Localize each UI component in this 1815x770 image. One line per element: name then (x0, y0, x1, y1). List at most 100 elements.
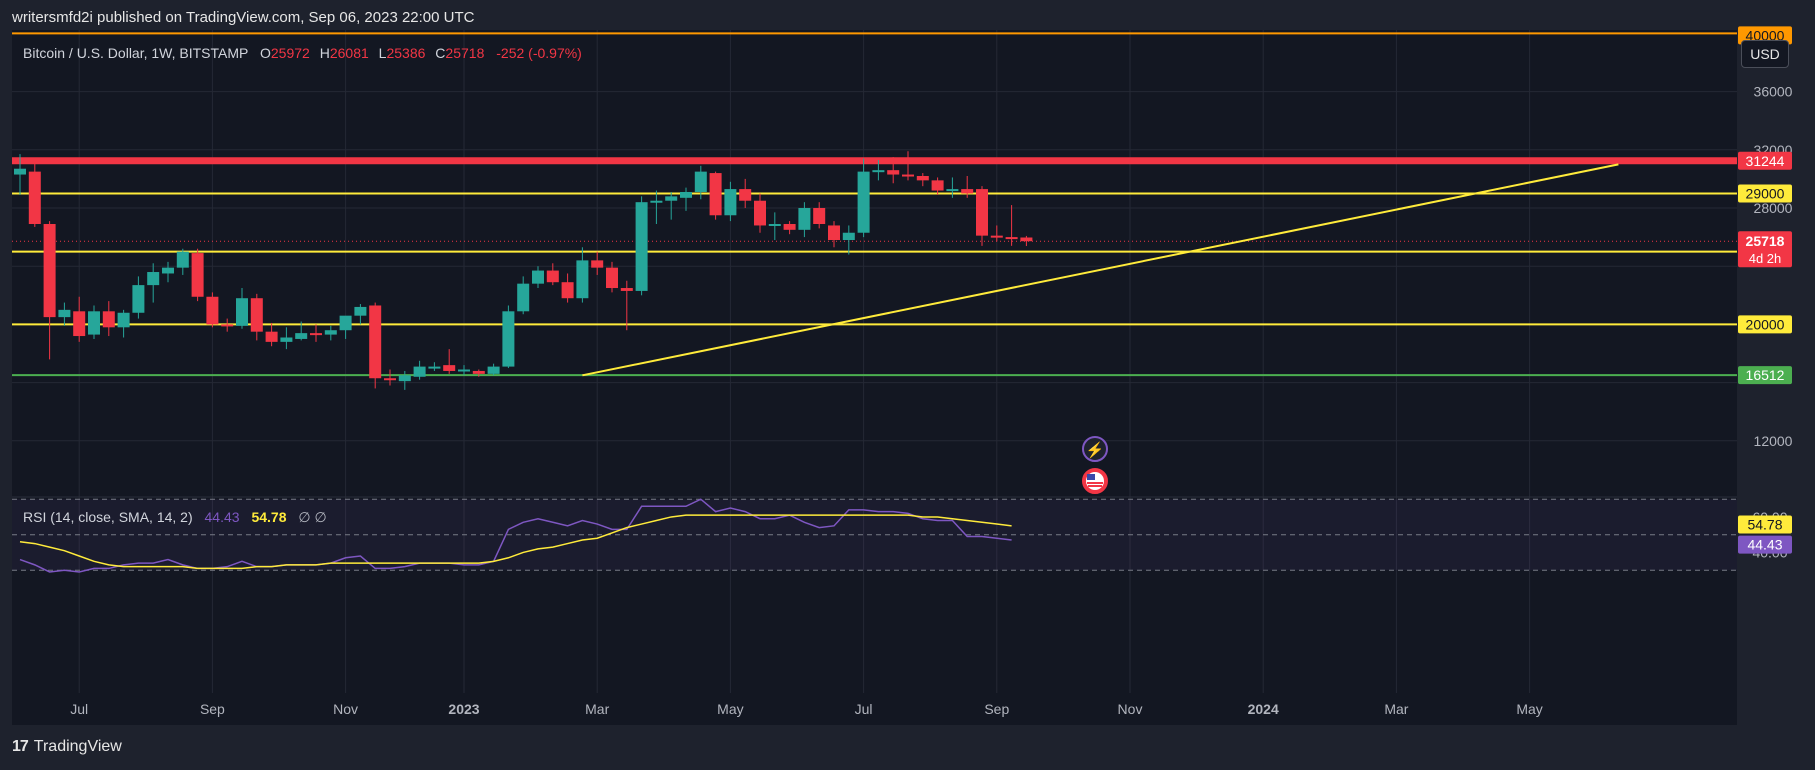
candle[interactable] (369, 302, 382, 389)
time-tick-label: Nov (333, 701, 358, 717)
candle[interactable] (1020, 235, 1033, 247)
tradingview-logo[interactable]: 17 TradingView (12, 738, 122, 756)
candle[interactable] (398, 370, 411, 390)
candle[interactable] (43, 221, 56, 360)
candle[interactable] (872, 159, 885, 181)
candle[interactable] (857, 158, 870, 238)
candle[interactable] (576, 247, 589, 303)
candle-body (14, 168, 26, 175)
candle[interactable] (487, 363, 500, 376)
candle[interactable] (428, 362, 441, 371)
level-price-tag[interactable]: 40000 (1738, 26, 1792, 45)
candle[interactable] (813, 202, 826, 229)
candle[interactable] (458, 365, 470, 376)
candle[interactable] (931, 177, 944, 195)
candle-body (946, 189, 959, 192)
candle[interactable] (532, 266, 544, 289)
candle[interactable] (620, 280, 633, 331)
candle[interactable] (990, 225, 1003, 242)
candle[interactable] (14, 154, 26, 195)
candle[interactable] (102, 301, 115, 337)
candle-body (961, 189, 974, 194)
candle-body (117, 312, 130, 328)
candle[interactable] (339, 315, 352, 339)
candle[interactable] (828, 221, 840, 248)
change-value: -252 (-0.97%) (496, 45, 582, 61)
candle[interactable] (650, 190, 663, 225)
level-price-tag[interactable]: 16512 (1738, 366, 1792, 385)
candle[interactable] (117, 309, 130, 338)
candle[interactable] (739, 178, 752, 208)
candle[interactable] (724, 181, 737, 222)
candle[interactable] (783, 221, 796, 235)
candle[interactable] (887, 157, 900, 184)
candle[interactable] (206, 292, 219, 328)
candle-body (739, 189, 752, 201)
rsi-ma-value-tag[interactable]: 54.78 (1738, 515, 1792, 534)
close-label: C (435, 45, 445, 61)
last-price-tag[interactable]: 25718 4d 2h (1738, 231, 1792, 268)
candle[interactable] (280, 327, 293, 350)
us-flag-event-icon[interactable] (1082, 468, 1108, 494)
trendline[interactable] (582, 163, 1619, 377)
candle[interactable] (754, 193, 766, 233)
candle[interactable] (265, 322, 278, 347)
candle[interactable] (916, 173, 929, 187)
candle[interactable] (976, 186, 988, 246)
candle[interactable] (798, 202, 811, 238)
candle[interactable] (561, 273, 574, 303)
candle[interactable] (443, 349, 456, 374)
candle[interactable] (58, 302, 71, 326)
candle[interactable] (517, 276, 530, 315)
candle[interactable] (28, 159, 41, 227)
candle[interactable] (606, 261, 618, 293)
candle[interactable] (546, 263, 559, 286)
candle[interactable] (768, 212, 781, 241)
level-price-tag[interactable]: 31244 (1738, 151, 1792, 170)
last-price-value: 25718 (1746, 233, 1785, 249)
candle[interactable] (842, 225, 855, 255)
time-axis[interactable]: Jul Sep Nov 2023 Mar May Jul Sep Nov 2024 Mar May (70, 701, 1543, 717)
candle[interactable] (354, 304, 367, 325)
candle-body (532, 270, 544, 284)
candle[interactable] (295, 321, 308, 341)
candles[interactable] (14, 151, 1033, 390)
candle[interactable] (946, 177, 959, 198)
candle-body (280, 337, 293, 342)
candle[interactable] (1005, 205, 1018, 246)
rsi-value-tag[interactable]: 44.43 (1738, 535, 1792, 554)
candle[interactable] (324, 325, 337, 341)
candle[interactable] (502, 305, 515, 369)
candle[interactable] (176, 248, 189, 275)
candle[interactable] (73, 296, 86, 342)
candle[interactable] (902, 151, 914, 181)
candle[interactable] (665, 191, 678, 220)
candle[interactable] (250, 293, 263, 341)
candle[interactable] (413, 360, 426, 380)
candle[interactable] (221, 318, 234, 332)
candle[interactable] (310, 324, 322, 342)
candle[interactable] (162, 261, 174, 283)
candle-body (487, 366, 500, 374)
candle[interactable] (694, 165, 707, 200)
grid (12, 30, 1737, 693)
candle[interactable] (384, 369, 396, 386)
candle[interactable] (680, 187, 692, 211)
candle[interactable] (147, 263, 160, 303)
level-price-tag[interactable]: 29000 (1738, 184, 1792, 203)
candle[interactable] (236, 288, 248, 329)
candle[interactable] (132, 276, 145, 319)
currency-button[interactable]: USD (1741, 40, 1789, 68)
candle[interactable] (635, 196, 648, 296)
price-axis[interactable]: 3600032000280001200060.0040.004000031244… (1738, 26, 1793, 560)
lightning-event-icon[interactable]: ⚡ (1082, 436, 1108, 462)
candle[interactable] (709, 171, 722, 220)
candle[interactable] (88, 305, 100, 339)
level-price-tag[interactable]: 20000 (1738, 315, 1792, 334)
candle-body (576, 260, 589, 299)
candle[interactable] (591, 251, 604, 275)
candle[interactable] (961, 175, 974, 198)
candle[interactable] (472, 369, 485, 377)
candle[interactable] (191, 248, 204, 302)
